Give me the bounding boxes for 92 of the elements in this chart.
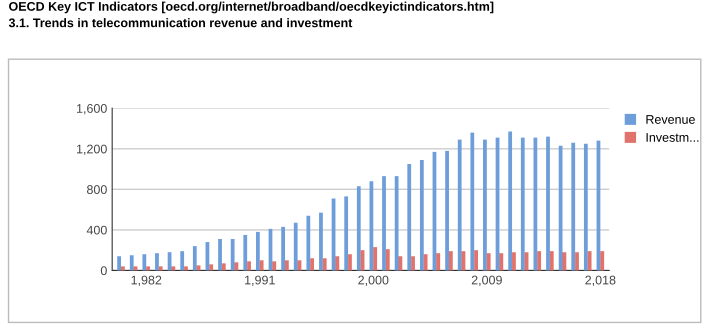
y-tick-label: 1,600 xyxy=(76,104,107,114)
bar xyxy=(121,266,125,270)
bar xyxy=(298,260,302,270)
bar xyxy=(546,136,550,270)
bar xyxy=(319,212,323,270)
bar xyxy=(192,246,197,270)
bar xyxy=(184,266,188,270)
bar xyxy=(158,266,163,270)
bar xyxy=(130,255,134,270)
bar xyxy=(382,176,386,270)
x-tick-label: 2,000 xyxy=(358,276,388,286)
bar xyxy=(234,262,238,270)
bar xyxy=(370,181,374,270)
bar xyxy=(335,256,340,270)
bar xyxy=(596,140,600,270)
bar xyxy=(260,260,264,270)
bar xyxy=(524,252,528,270)
bar xyxy=(256,232,260,270)
bar xyxy=(344,196,348,270)
bar xyxy=(284,260,289,270)
legend-label: Investm... xyxy=(646,133,698,142)
x-tick-label: 1,991 xyxy=(245,276,275,286)
bar xyxy=(436,253,440,270)
bar xyxy=(407,164,412,270)
bar xyxy=(520,138,525,270)
bar xyxy=(432,152,436,270)
x-tick-label: 1,982 xyxy=(132,276,162,286)
bar xyxy=(268,228,272,270)
bar xyxy=(537,251,542,270)
bar xyxy=(512,252,516,270)
bar xyxy=(146,266,150,270)
y-tick-label: 800 xyxy=(87,185,107,194)
bar xyxy=(398,256,402,270)
y-tick-label: 400 xyxy=(86,226,107,235)
bar xyxy=(575,252,579,270)
bar xyxy=(424,254,428,270)
bar xyxy=(134,266,138,270)
bar xyxy=(411,256,415,270)
bar xyxy=(168,252,172,270)
bar xyxy=(445,150,449,270)
bar xyxy=(206,242,210,270)
bar xyxy=(196,265,200,270)
bar xyxy=(550,251,554,270)
bar xyxy=(470,132,474,270)
bar xyxy=(222,263,226,270)
bar xyxy=(571,142,576,270)
bar xyxy=(281,226,285,270)
bar xyxy=(348,254,352,270)
bar xyxy=(458,140,462,270)
bar xyxy=(306,216,310,270)
bar xyxy=(584,144,588,270)
bar xyxy=(230,239,235,270)
bar xyxy=(247,261,251,270)
chart-title: OECD Key ICT Indicators [oecd.org/internet/broadband/oecdkeyictindicators.htm] xyxy=(9,2,494,14)
x-tick-label: 2,009 xyxy=(472,276,502,286)
y-tick-label: 1,200 xyxy=(76,144,107,155)
bar xyxy=(499,253,504,270)
bar xyxy=(533,138,538,270)
bar xyxy=(155,253,159,270)
x-tick-label: 2,018 xyxy=(585,276,616,286)
bar xyxy=(508,132,512,270)
bar xyxy=(386,249,390,270)
bar xyxy=(294,222,298,270)
bar xyxy=(373,247,378,270)
bar xyxy=(462,251,466,270)
bar xyxy=(243,234,248,270)
bar xyxy=(394,176,399,270)
bar xyxy=(218,239,222,270)
bar xyxy=(171,266,176,270)
bar xyxy=(496,138,500,270)
bar xyxy=(332,198,336,270)
legend-label: Revenue xyxy=(646,115,695,124)
bar xyxy=(448,251,453,270)
bar xyxy=(420,160,424,270)
bar xyxy=(474,250,478,270)
bar xyxy=(209,264,214,270)
bar xyxy=(117,256,122,270)
bar xyxy=(558,146,563,270)
bar xyxy=(360,250,364,270)
bar xyxy=(483,140,487,270)
bar xyxy=(310,258,314,270)
bar xyxy=(272,261,276,270)
bar xyxy=(562,252,566,270)
chart-subtitle: 3.1. Trends in telecommunication revenue and investment xyxy=(8,18,352,28)
bar xyxy=(356,186,361,270)
y-tick-label: 0 xyxy=(100,266,107,276)
bar xyxy=(180,251,184,270)
bar xyxy=(486,253,491,270)
bar xyxy=(322,258,327,270)
bar xyxy=(588,251,592,270)
bar xyxy=(142,254,146,270)
bar xyxy=(600,251,604,270)
